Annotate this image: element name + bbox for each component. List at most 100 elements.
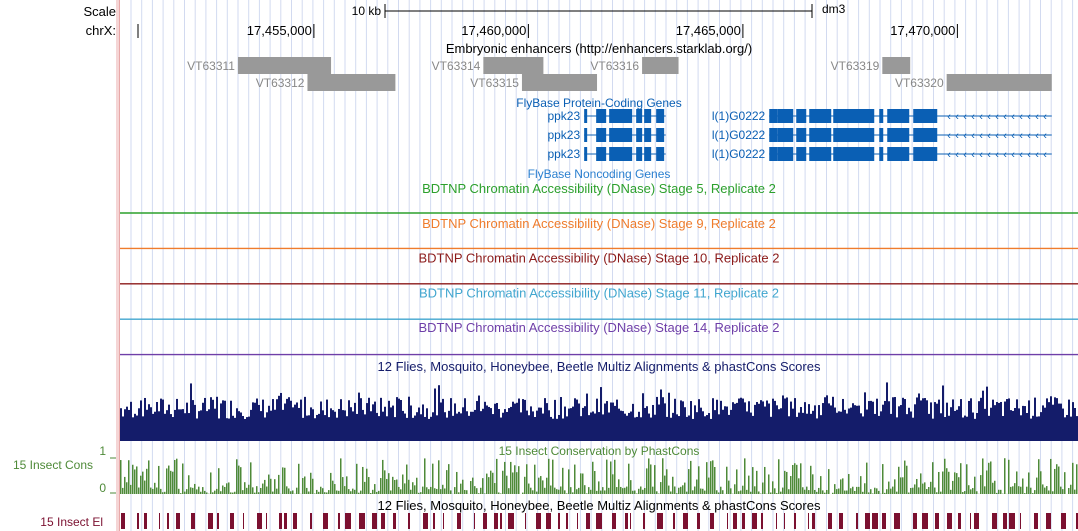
multiz-bar bbox=[890, 413, 892, 441]
conservation-bar bbox=[366, 468, 368, 494]
conservation-bar bbox=[674, 486, 676, 494]
multiz-bar bbox=[198, 411, 200, 441]
conservation-bar bbox=[1018, 486, 1020, 494]
conservation-bar bbox=[182, 463, 184, 494]
conservation-bar bbox=[956, 473, 958, 494]
element-bar bbox=[812, 513, 815, 529]
conservation-bar bbox=[734, 484, 736, 494]
strand-arrow-icon: ‹ bbox=[995, 149, 999, 161]
multiz-bar bbox=[436, 415, 438, 441]
multiz-bar bbox=[830, 405, 832, 441]
strand-arrow-icon: ‹ bbox=[947, 130, 951, 142]
exon-block bbox=[833, 109, 875, 123]
conservation-bar bbox=[804, 489, 806, 494]
conservation-bar bbox=[226, 483, 228, 494]
multiz-bar bbox=[144, 397, 146, 441]
multiz-bar bbox=[658, 404, 660, 441]
strand-arrow-icon: ‹ bbox=[947, 149, 951, 161]
base-position-ruler[interactable]: Scale chrX: 10 kb dm3 17,455,000 17,460,0… bbox=[83, 2, 958, 38]
conservation-bar bbox=[552, 459, 554, 494]
multiz-bar bbox=[734, 403, 736, 441]
multiz-bar bbox=[276, 399, 278, 441]
coding-genes-title: FlyBase Protein-Coding Genes bbox=[516, 96, 681, 110]
multiz-bar bbox=[710, 418, 712, 441]
multiz-bar bbox=[1074, 408, 1076, 441]
conservation-bar bbox=[510, 461, 512, 494]
exon-block bbox=[887, 128, 910, 142]
multiz-bar bbox=[408, 396, 410, 441]
conservation-bar bbox=[902, 477, 904, 494]
multiz-bar bbox=[886, 382, 888, 441]
multiz-bar bbox=[274, 409, 276, 441]
elements-track[interactable]: 12 Flies, Mosquito, Honeybee, Beetle Mul… bbox=[40, 498, 1078, 529]
conservation-bar bbox=[218, 468, 220, 494]
multiz-bar bbox=[358, 392, 360, 441]
element-bar bbox=[208, 513, 213, 529]
exon-block bbox=[644, 109, 652, 123]
multiz-bar bbox=[120, 408, 122, 441]
multiz-bar bbox=[602, 414, 604, 441]
multiz-bar bbox=[490, 408, 492, 441]
dnase-tracks[interactable]: BDTNP Chromatin Accessibility (DNase) St… bbox=[120, 181, 1078, 356]
strand-arrow-icon: ‹ bbox=[1035, 149, 1039, 161]
conservation-bar bbox=[574, 464, 576, 494]
exon-block bbox=[596, 109, 607, 123]
multiz-bar bbox=[622, 411, 624, 441]
conservation-bar bbox=[150, 487, 152, 494]
multiz-bar bbox=[960, 399, 962, 441]
conservation-bar bbox=[342, 477, 344, 494]
flybase-genes-track[interactable]: FlyBase Protein-Coding Genes ppk23ppk23p… bbox=[516, 96, 1052, 181]
conservation-bar bbox=[688, 469, 690, 494]
element-bar bbox=[217, 513, 219, 529]
conservation-bar bbox=[678, 487, 680, 494]
conservation-bar bbox=[670, 491, 672, 494]
gene-items[interactable]: ppk23 ppk23 ppk23 ‹ ‹ ‹ ‹ ‹ ‹ ‹ ‹ ‹ ‹ ‹ ‹ ‹ l(1)G0222 ‹ ‹ ‹… bbox=[547, 109, 1052, 161]
exon-block bbox=[584, 128, 588, 142]
conservation-bar bbox=[928, 487, 930, 494]
enhancers-track[interactable]: Embryonic enhancers (http://enhancers.st… bbox=[187, 41, 1052, 91]
conservation-bar bbox=[964, 491, 966, 494]
conservation-track[interactable]: 15 Insect Conservation by PhastCons 15 I… bbox=[13, 444, 1078, 495]
conservation-bar bbox=[252, 487, 254, 494]
multiz-bar bbox=[1038, 416, 1040, 441]
exon-block bbox=[833, 147, 875, 161]
multiz-bar bbox=[672, 412, 674, 441]
multiz-bar bbox=[208, 409, 210, 441]
multiz-bar bbox=[1034, 397, 1036, 441]
conservation-bar bbox=[276, 488, 278, 494]
multiz-bar bbox=[446, 417, 448, 441]
multiz-bar bbox=[822, 403, 824, 441]
conservation-bar bbox=[450, 490, 452, 494]
multiz-bar bbox=[684, 407, 686, 441]
element-bar bbox=[776, 513, 777, 529]
conservation-bar bbox=[578, 487, 580, 494]
multiz-bar bbox=[908, 407, 910, 441]
element-bar bbox=[525, 513, 526, 529]
conservation-bar bbox=[390, 490, 392, 494]
conservation-bar bbox=[176, 458, 178, 494]
element-bar bbox=[733, 513, 737, 529]
conservation-bar bbox=[806, 486, 808, 494]
multiz-bar bbox=[844, 409, 846, 441]
multiz-bar bbox=[756, 402, 758, 441]
multiz-bar bbox=[674, 398, 676, 441]
strand-arrow-icon: ‹ bbox=[1027, 149, 1031, 161]
multiz-bar bbox=[766, 400, 768, 441]
conservation-bar bbox=[924, 482, 926, 494]
conservation-bar bbox=[480, 487, 482, 494]
multiz-bar bbox=[240, 412, 242, 441]
dnase-track-title: BDTNP Chromatin Accessibility (DNase) St… bbox=[422, 216, 776, 231]
multiz-bar bbox=[872, 401, 874, 441]
conservation-axis-min: 0 bbox=[99, 481, 106, 495]
multiz-bar bbox=[212, 399, 214, 441]
strand-arrow-icon: ‹ bbox=[1003, 130, 1007, 142]
conservation-bar bbox=[576, 489, 578, 494]
conservation-bar bbox=[556, 489, 558, 494]
conservation-bar bbox=[774, 488, 776, 494]
multiz-track[interactable]: 12 Flies, Mosquito, Honeybee, Beetle Mul… bbox=[120, 359, 1078, 441]
conservation-bar bbox=[126, 482, 128, 494]
element-bar bbox=[176, 513, 180, 529]
multiz-bar bbox=[680, 400, 682, 441]
enhancer-items[interactable]: VT63311 VT63312 VT63314 VT63315 VT63316 VT633… bbox=[187, 57, 1052, 91]
